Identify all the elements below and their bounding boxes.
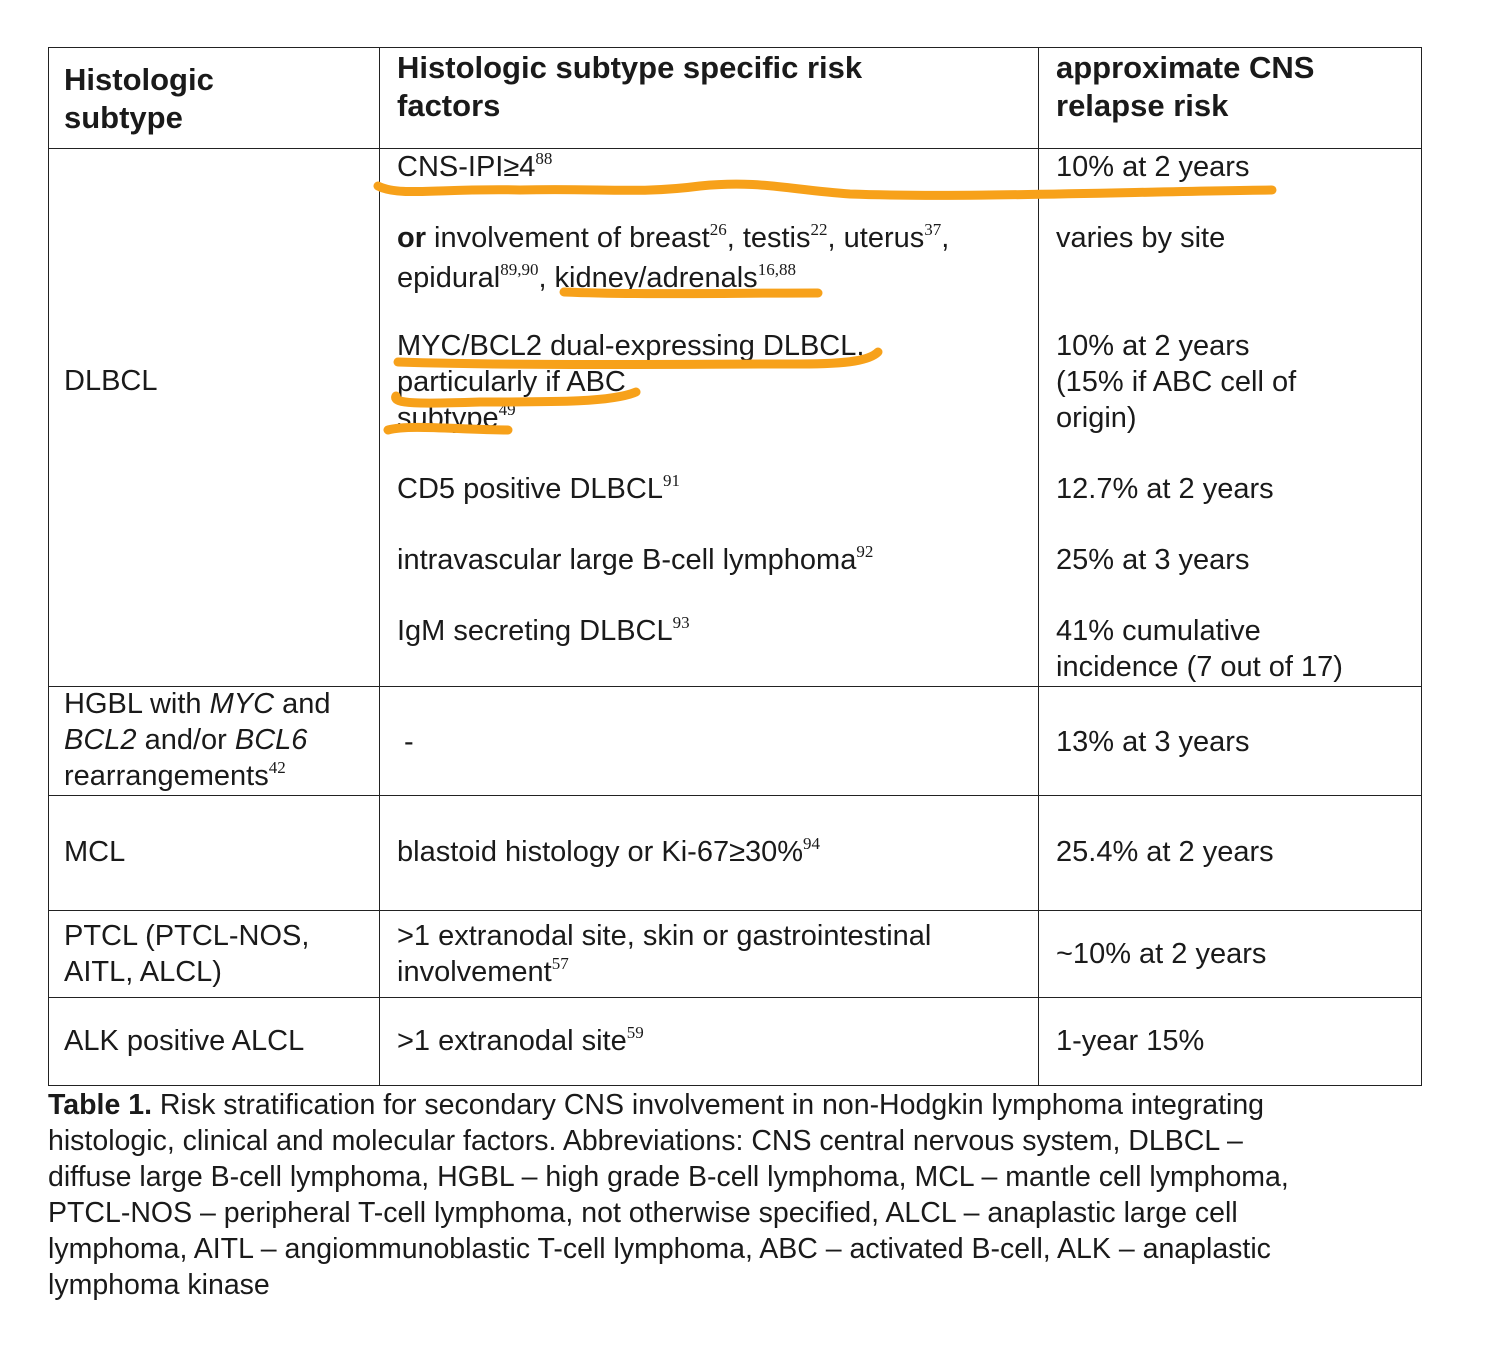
factor-myc-bcl2: MYC/BCL2 dual-expressing DLBCL, particul… bbox=[397, 330, 865, 434]
table-border-left bbox=[48, 47, 49, 1086]
header-histologic-subtype: Histologic subtype bbox=[64, 62, 214, 135]
header-divider bbox=[48, 148, 1422, 149]
table-border-top bbox=[48, 47, 1422, 48]
factor-igm-secreting: IgM secreting DLBCL93 bbox=[397, 613, 690, 647]
factor-ptcl: >1 extranodal site, skin or gastrointest… bbox=[397, 920, 932, 988]
risk-intravascular: 25% at 3 years bbox=[1056, 544, 1250, 576]
table-caption: Table 1. Risk stratification for seconda… bbox=[48, 1089, 1289, 1301]
subtype-dlbcl: DLBCL bbox=[64, 365, 158, 397]
subtype-hgbl: HGBL with MYC and BCL2 and/or BCL6 rearr… bbox=[64, 688, 331, 792]
risk-mcl: 25.4% at 2 years bbox=[1056, 836, 1274, 868]
reference-superscript: 88 bbox=[535, 149, 553, 168]
risk-igm-secreting: 41% cumulative incidence (7 out of 17) bbox=[1056, 615, 1343, 683]
subtype-ptcl: PTCL (PTCL-NOS, AITL, ALCL) bbox=[64, 920, 310, 988]
factor-intravascular: intravascular large B-cell lymphoma92 bbox=[397, 542, 874, 576]
factor-organ-involvement: or involvement of breast26, testis22, ut… bbox=[397, 220, 950, 294]
factor-hgbl: - bbox=[404, 726, 414, 758]
subtype-mcl: MCL bbox=[64, 836, 126, 868]
column-divider bbox=[379, 47, 380, 1086]
risk-myc-bcl2: 10% at 2 years (15% if ABC cell of origi… bbox=[1056, 330, 1297, 434]
row-divider bbox=[48, 997, 1422, 998]
risk-alk: 1-year 15% bbox=[1056, 1025, 1205, 1057]
header-risk-factors: Histologic subtype specific risk factors bbox=[397, 50, 863, 123]
risk-hgbl: 13% at 3 years bbox=[1056, 726, 1250, 758]
factor-mcl: blastoid histology or Ki-67≥30%94 bbox=[397, 834, 821, 868]
table-border-right bbox=[1421, 47, 1422, 1086]
factor-alk: >1 extranodal site59 bbox=[397, 1023, 644, 1057]
risk-table: Histologic subtype Histologic subtype spe… bbox=[48, 47, 1422, 1086]
subtype-alk-positive-alcl: ALK positive ALCL bbox=[64, 1025, 305, 1057]
caption-label: Table 1. bbox=[48, 1089, 153, 1121]
row-divider bbox=[48, 686, 1422, 687]
risk-cns-ipi: 10% at 2 years bbox=[1056, 151, 1250, 183]
column-divider bbox=[1038, 47, 1039, 1086]
row-divider bbox=[48, 910, 1422, 911]
risk-cd5-positive: 12.7% at 2 years bbox=[1056, 473, 1274, 505]
table-border-bottom bbox=[48, 1085, 1422, 1086]
row-divider bbox=[48, 795, 1422, 796]
risk-organ-involvement: varies by site bbox=[1056, 222, 1226, 254]
header-cns-relapse-risk: approximate CNS relapse risk bbox=[1056, 50, 1315, 123]
factor-cns-ipi: CNS-IPI≥488 bbox=[397, 149, 553, 183]
risk-ptcl: ~10% at 2 years bbox=[1056, 938, 1267, 970]
factor-cd5-positive: CD5 positive DLBCL91 bbox=[397, 471, 680, 505]
